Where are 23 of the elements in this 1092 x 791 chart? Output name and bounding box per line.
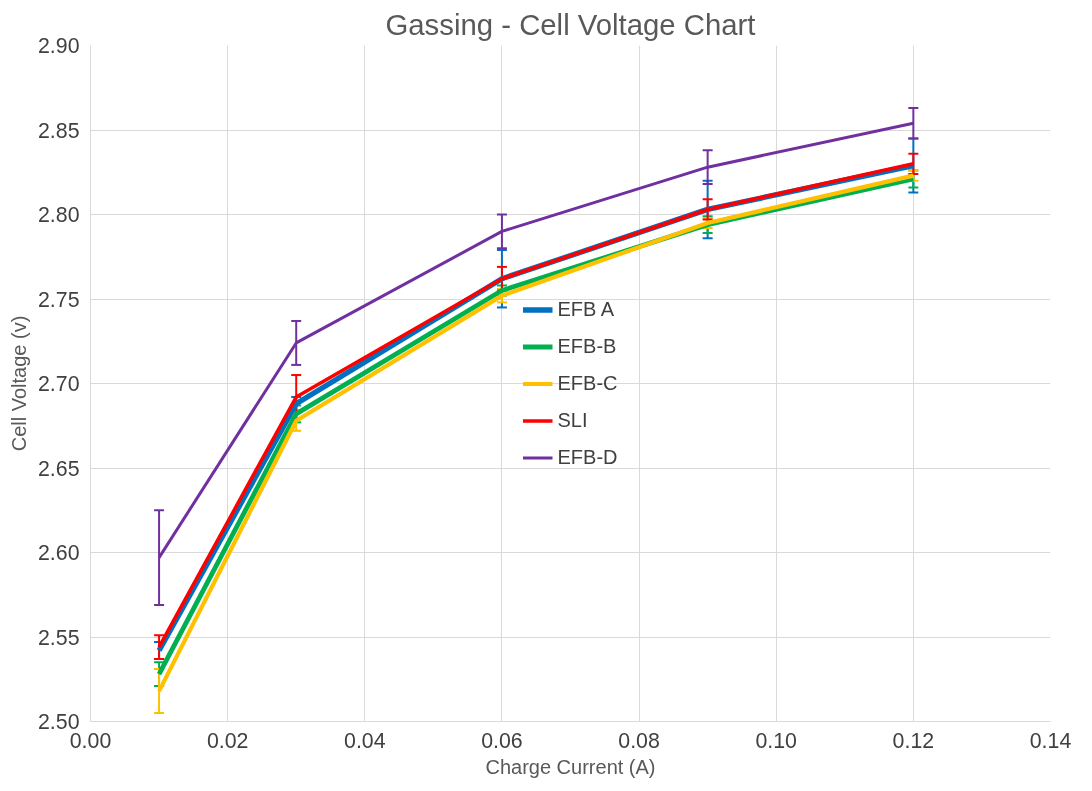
chart-title: Gassing - Cell Voltage Chart: [385, 7, 756, 41]
x-tick-label: 0.10: [755, 728, 798, 753]
x-tick-label: 0.06: [481, 728, 523, 753]
x-tick-label: 0.02: [206, 728, 249, 753]
legend-label: EFB-B: [557, 334, 617, 358]
x-axis-title: Charge Current (A): [485, 755, 656, 778]
y-tick-label: 2.55: [37, 625, 80, 650]
y-axis-title: Cell Voltage (v): [7, 315, 30, 452]
legend-label: EFB A: [557, 297, 615, 321]
y-tick-label: 2.75: [37, 287, 80, 312]
y-tick-label: 2.60: [37, 541, 80, 565]
x-tick-label: 0.12: [892, 728, 935, 753]
x-tick-label: 0.14: [1029, 728, 1072, 753]
y-tick-label: 2.65: [37, 456, 80, 481]
y-tick-label: 2.70: [37, 372, 80, 396]
legend-label: EFB-D: [557, 445, 618, 469]
x-tick-label: 0.08: [618, 728, 660, 753]
legend-label: EFB-C: [557, 371, 618, 395]
y-tick-label: 2.90: [37, 34, 80, 58]
x-tick-label: 0.04: [344, 728, 386, 753]
y-tick-label: 2.80: [37, 203, 80, 227]
legend-label: SLI: [557, 408, 588, 432]
y-tick-label: 2.85: [37, 118, 80, 143]
